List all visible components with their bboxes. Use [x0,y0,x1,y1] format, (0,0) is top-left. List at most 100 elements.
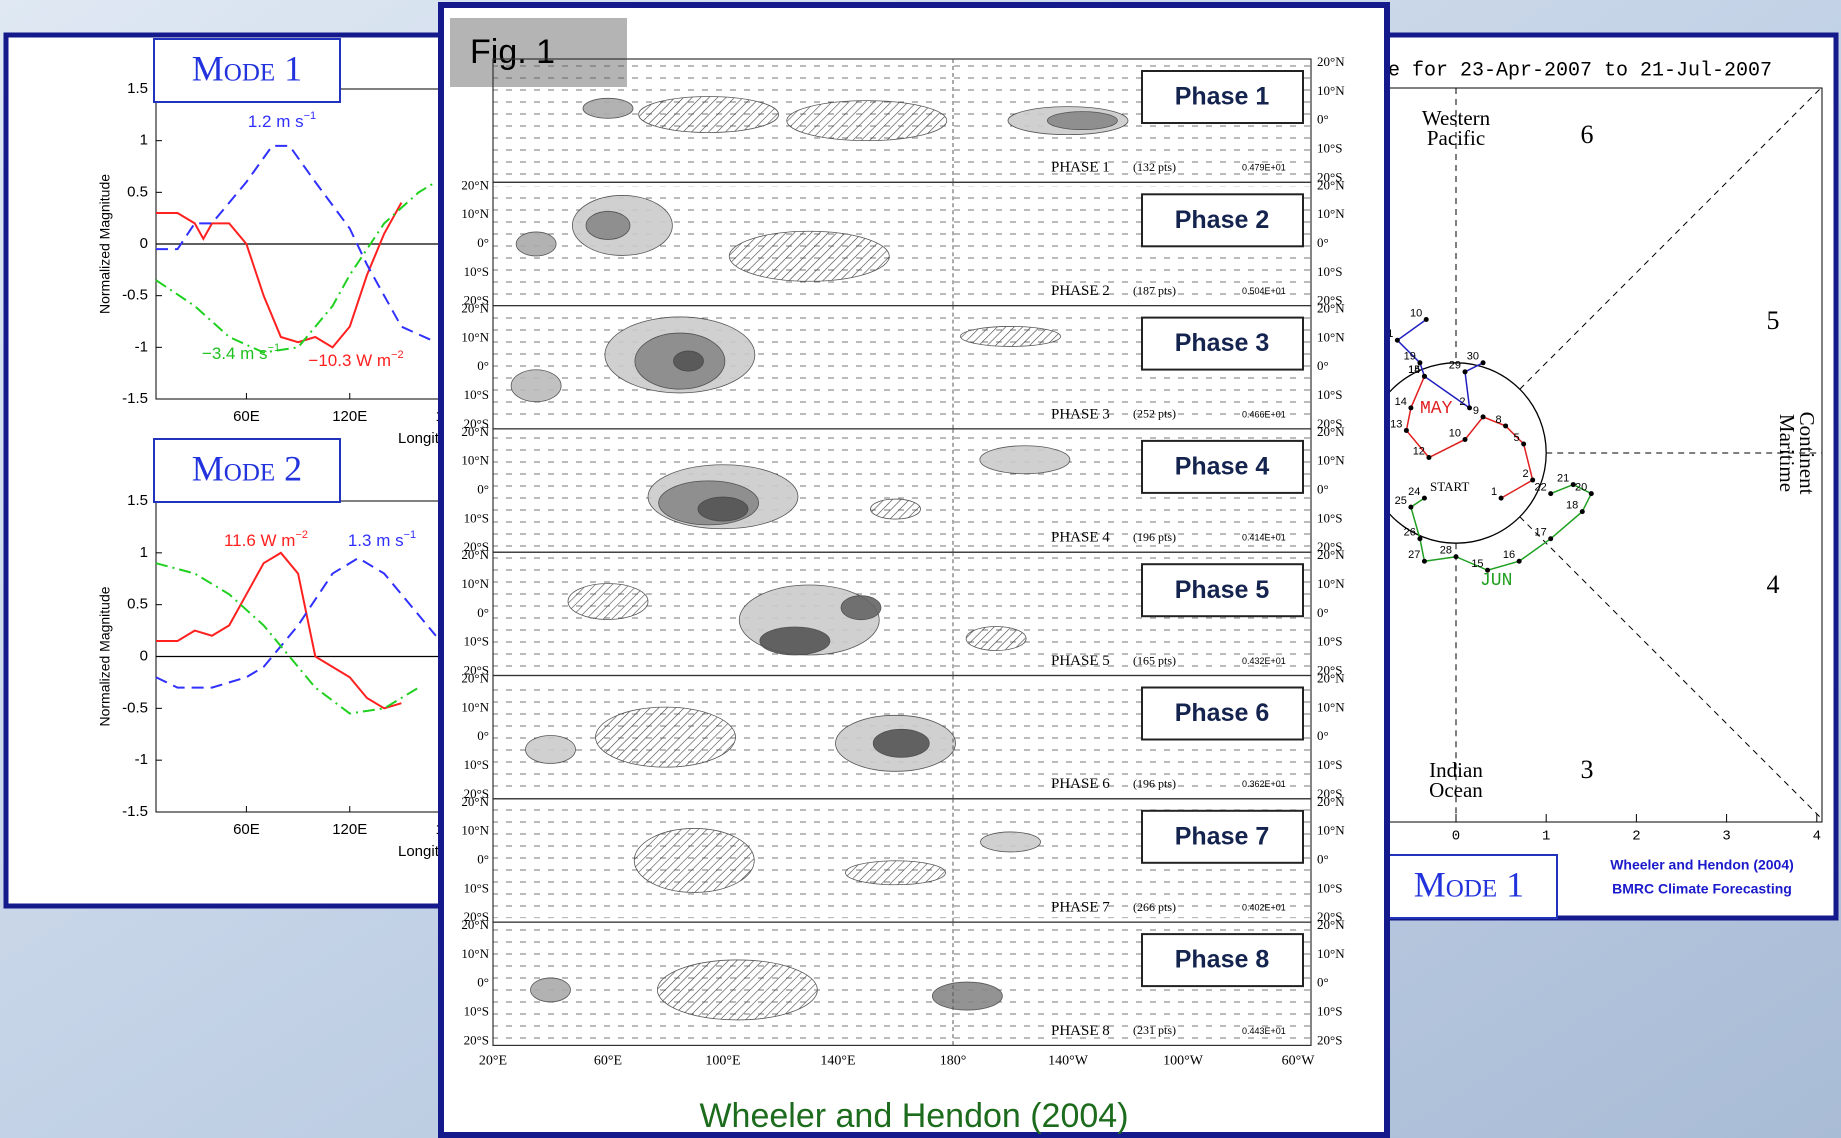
day-label: 12 [1413,445,1425,457]
slide: 1.510.50-0.5-1-1.560E120E180ELongitudeNo… [0,0,1841,1138]
convection-area [841,596,881,620]
annotation-sup: −2 [391,349,404,361]
phase-pts: (231 pts) [1133,1023,1176,1037]
convection-area [1047,112,1117,130]
convection-area [698,497,748,521]
lat-label: 0° [477,235,489,250]
lat-label: 20°N [1317,301,1345,316]
trajectory-point [1521,441,1526,446]
lat-label: 0° [477,851,489,866]
trajectory-point [1503,423,1508,428]
lat-label: 20°N [1317,794,1345,809]
convection-area [674,351,704,371]
convection-area [871,499,921,519]
phase-pts: (132 pts) [1133,160,1176,174]
lat-label: 20°N [461,301,489,316]
convection-area [568,584,648,620]
day-label: 15 [1408,364,1420,376]
lon-label: 100°W [1163,1054,1204,1069]
phase-pts: (196 pts) [1133,530,1176,544]
trajectory-point [1417,536,1422,541]
day-label: 13 [1390,418,1402,430]
y-tick-label: 1 [140,132,148,149]
lat-label: 10°N [461,576,489,591]
annotation-text: 1.3 m s [348,531,404,550]
y-axis-label: Normalized Magnitude [97,174,113,314]
trajectory-point [1481,360,1486,365]
trajectory-point [1404,428,1409,433]
phase-scale: 0.414E+01 [1242,533,1286,543]
x-tick-label: 1 [1542,829,1550,845]
lat-label: 10°S [464,634,489,649]
phase-caption: PHASE 8 [1051,1023,1110,1039]
credit: BMRC Climate Forecasting [1612,881,1792,897]
lat-label: 10°N [461,453,489,468]
month-label: JUN [1480,571,1512,591]
y-tick-label: -1.5 [122,803,148,820]
month-label: MAY [1420,399,1453,419]
lat-label: 10°S [1317,634,1342,649]
trajectory-point [1408,505,1413,510]
phase-pts: (196 pts) [1133,777,1176,791]
x-tick-label: 3 [1722,829,1730,845]
convection-area [846,861,946,885]
mode-label: Mode 1 [192,48,302,88]
phase-scale: 0.432E+01 [1242,656,1286,666]
lon-label: 140°W [1048,1054,1089,1069]
region-label: Continent [1795,412,1819,495]
day-label: 9 [1473,405,1479,417]
trajectory-point [1548,536,1553,541]
day-label: 18 [1566,500,1578,512]
x-tick-label: 60E [233,408,260,425]
lat-label: 10°N [1317,576,1345,591]
phase-label: Phase 5 [1175,576,1270,604]
phase-number: 6 [1581,120,1594,149]
y-tick-label: 1.5 [127,492,148,509]
convection-area [583,98,633,118]
lat-label: 20°N [461,547,489,562]
day-label: 22 [1534,481,1546,493]
phase-label: Phase 8 [1175,946,1270,974]
phase-scale: 0.466E+01 [1242,409,1286,419]
y-tick-label: 1.5 [127,80,148,97]
lat-label: 10°N [461,699,489,714]
day-label: 8 [1495,414,1501,426]
annotation-text: 1.2 m s [248,112,304,131]
trajectory-point [1467,405,1472,410]
day-label: 17 [1534,527,1546,539]
annotation: −10.3 W m−2 [308,349,403,371]
trajectory-point [1454,554,1459,559]
y-tick-label: 0 [140,647,148,664]
phase-caption: PHASE 3 [1051,406,1110,422]
lat-label: 10°N [461,823,489,838]
lat-label: 0° [477,605,489,620]
day-label: 10 [1410,307,1422,319]
trajectory-point [1517,559,1522,564]
lat-label: 20°S [1317,1032,1342,1047]
x-tick-label: 0 [1452,829,1460,845]
lat-label: 0° [1317,358,1329,373]
lat-label: 20°N [1317,917,1345,932]
phase-caption: PHASE 5 [1051,653,1110,669]
mode-label: Mode 1 [1414,864,1524,904]
lon-label: 180° [940,1054,967,1069]
trajectory-point [1481,414,1486,419]
phase-scale: 0.443E+01 [1242,1026,1286,1036]
lat-label: 0° [477,482,489,497]
phase-label: Phase 3 [1175,329,1270,357]
lat-label: 10°N [1317,83,1345,98]
convection-area [966,627,1026,651]
trajectory-point [1395,338,1400,343]
lat-label: 20°N [1317,54,1345,69]
day-label: 2 [1523,468,1529,480]
day-label: 27 [1408,549,1420,561]
lat-label: 10°S [1317,387,1342,402]
x-tick-label: 60E [233,821,260,838]
lat-label: 0° [1317,112,1329,127]
lat-label: 10°S [464,880,489,895]
x-tick-label: 2 [1632,829,1640,845]
annotation-text: −10.3 W m [308,351,391,370]
trajectory-point [1422,496,1427,501]
phase-scale: 0.362E+01 [1242,779,1286,789]
convection-area [729,231,889,281]
